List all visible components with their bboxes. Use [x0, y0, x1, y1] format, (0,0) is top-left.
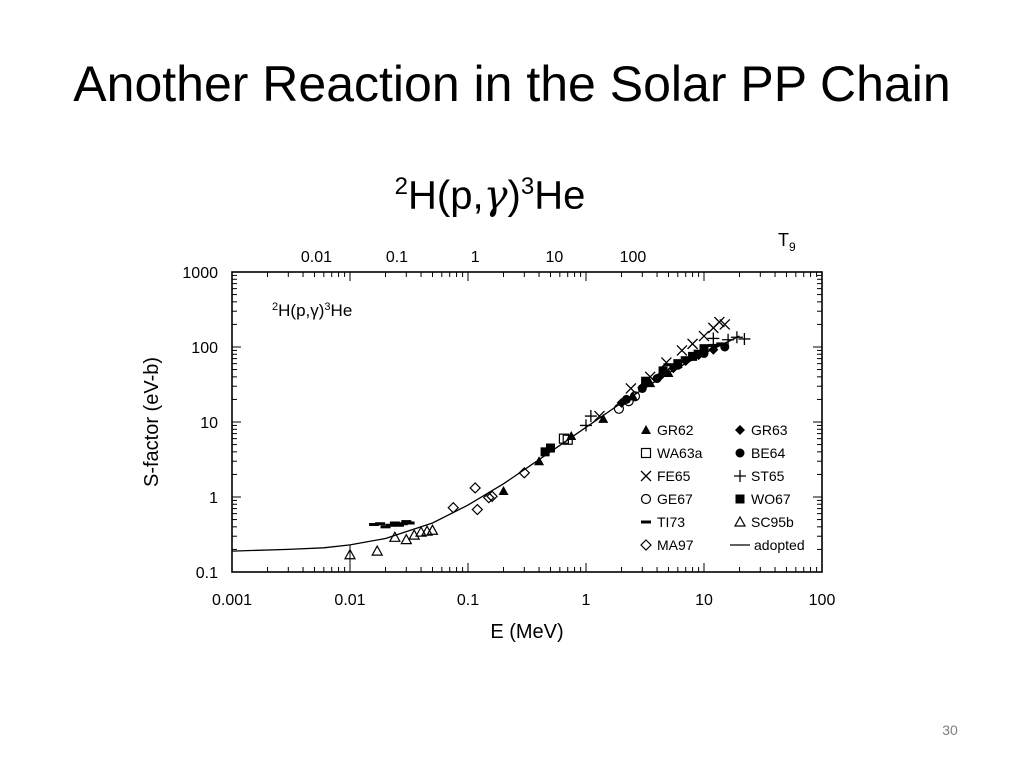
legend-marker-be64	[735, 448, 745, 458]
top-axis-tick-label: 0.1	[386, 249, 408, 266]
legend-marker-ma97	[640, 539, 652, 551]
top-axis-tick-label: 10	[546, 249, 564, 266]
data-point-ge67	[613, 403, 624, 414]
data-point-ma97	[471, 503, 484, 516]
top-axis-tick-label: 1	[471, 249, 480, 266]
data-point-st65	[707, 332, 720, 345]
data-point-fe65	[676, 344, 688, 356]
data-point-st65	[584, 410, 597, 423]
legend-label-gr62: GR62	[657, 422, 694, 438]
data-point-ma97	[482, 491, 495, 504]
data-point-wo67	[699, 344, 709, 354]
data-point-st65	[730, 331, 743, 344]
data-point-wo67	[641, 376, 651, 386]
legend-marker-sc95b	[733, 515, 747, 527]
legend-label-sc95b: SC95b	[751, 514, 794, 530]
data-point-gr62	[534, 456, 545, 466]
data-point-wa63a	[558, 433, 570, 444]
data-point-wo67	[673, 359, 683, 369]
data-point-ma97	[447, 501, 460, 514]
data-point-fe65	[698, 330, 710, 342]
legend-label-gr63: GR63	[751, 422, 788, 438]
y-tick-label: 10	[200, 415, 218, 432]
data-point-gr62	[598, 413, 609, 423]
legend-label-wa63a: WA63a	[657, 445, 703, 461]
reaction-part-b: )	[507, 173, 521, 218]
y-tick-label: 1	[209, 490, 218, 507]
chart-title: 2H(p,γ)3He	[272, 301, 352, 320]
data-point-fe65	[687, 338, 699, 350]
reaction-part-a: H(p,	[408, 173, 484, 218]
y-tick-label: 0.1	[196, 565, 218, 582]
legend-label-ma97: MA97	[657, 537, 694, 553]
reaction-part-c: He	[534, 173, 586, 218]
data-point-gr63	[708, 344, 719, 355]
data-point-be64	[637, 383, 647, 393]
data-point-sc95b	[371, 544, 384, 556]
data-point-wo67	[658, 366, 668, 376]
slide-title: Another Reaction in the Solar PP Chain	[73, 56, 951, 112]
reaction-gamma: γ	[483, 172, 508, 219]
y-tick-label: 100	[191, 340, 218, 357]
x-tick-label: 0.001	[212, 592, 252, 609]
legend-label-wo67: WO67	[751, 491, 791, 507]
data-point-gr62	[498, 486, 509, 496]
legend-marker-gr62	[641, 425, 651, 434]
x-tick-label: 0.1	[457, 592, 479, 609]
x-tick-label: 1	[582, 592, 591, 609]
data-point-st65	[738, 332, 751, 345]
data-point-fe65	[593, 410, 605, 422]
x-tick-label: 100	[809, 592, 836, 609]
data-point-sc95b	[426, 524, 439, 535]
data-point-sc95b	[388, 531, 401, 542]
x-axis-label: E (MeV)	[490, 621, 563, 643]
data-point-fe65	[713, 316, 725, 328]
data-point-ma97	[469, 482, 482, 494]
legend-label-ge67: GE67	[657, 491, 693, 507]
reaction-mass-3: 3	[520, 173, 535, 200]
page-number: 30	[942, 722, 958, 738]
top-axis-tick-label: 100	[620, 249, 647, 266]
top-axis-tick-label: 0.01	[301, 249, 332, 266]
reaction-mass-2: 2	[394, 173, 409, 200]
data-point-ma97	[518, 466, 531, 479]
x-tick-label: 10	[695, 592, 713, 609]
y-axis-label: S-factor (eV-b)	[141, 357, 163, 487]
legend-marker-fe65	[640, 470, 652, 482]
data-point-ge67	[629, 391, 641, 402]
legend-label-ti73: TI73	[657, 514, 685, 530]
top-axis-label: T9	[778, 230, 796, 254]
data-point-st65	[722, 333, 735, 346]
data-point-wo67	[688, 351, 698, 361]
data-point-ma97	[486, 490, 498, 503]
data-point-wo67	[545, 443, 555, 453]
legend-marker-wa63a	[640, 447, 652, 459]
legend-label-adopted: adopted	[754, 537, 805, 553]
legend-marker-wo67	[735, 494, 745, 504]
legend-label-fe65: FE65	[657, 468, 691, 484]
data-point-st65	[580, 419, 592, 432]
data-point-sc95b	[408, 528, 421, 540]
legend-label-be64: BE64	[751, 445, 785, 461]
data-point-wo67	[540, 447, 550, 457]
data-point-fe65	[719, 318, 731, 330]
reaction-label: 2H(p,γ)3He	[340, 160, 640, 222]
legend-label-st65: ST65	[751, 468, 785, 484]
legend-marker-st65	[734, 470, 746, 482]
x-tick-label: 0.01	[334, 592, 365, 609]
y-tick-label: 1000	[182, 265, 218, 282]
legend-marker-gr63	[735, 425, 745, 435]
data-point-wa63a	[562, 434, 573, 445]
legend-marker-ge67	[640, 493, 652, 505]
